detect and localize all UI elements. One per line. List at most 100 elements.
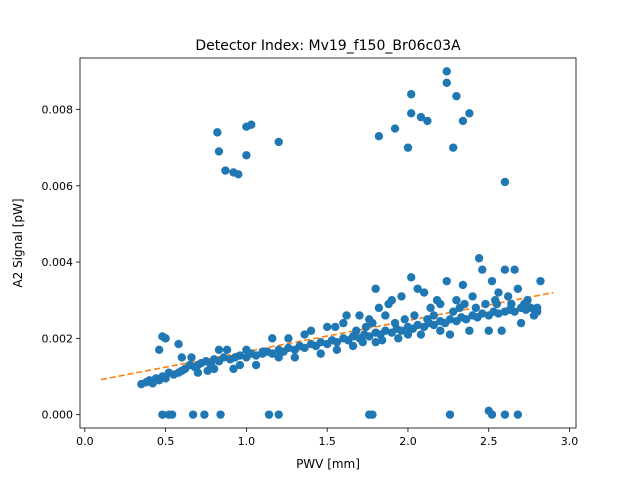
data-point <box>306 326 316 335</box>
data-point <box>449 143 458 152</box>
data-point <box>416 330 426 339</box>
data-point <box>461 315 471 324</box>
data-point <box>500 177 510 187</box>
data-point <box>491 296 500 305</box>
data-point <box>516 318 526 328</box>
data-point <box>423 116 432 126</box>
data-point <box>400 315 409 324</box>
data-point <box>468 292 477 301</box>
data-point <box>503 292 513 301</box>
data-point <box>471 303 481 313</box>
data-point <box>242 345 251 354</box>
data-point <box>390 124 400 133</box>
data-point <box>442 276 451 286</box>
data-point <box>213 128 222 137</box>
data-point <box>423 315 432 324</box>
data-point <box>268 334 277 343</box>
data-point <box>167 410 177 419</box>
data-point <box>436 299 445 309</box>
data-point <box>316 349 325 358</box>
data-point <box>397 292 406 301</box>
data-point <box>203 366 212 375</box>
data-point <box>229 364 238 374</box>
data-point <box>426 303 435 313</box>
data-point <box>377 336 387 345</box>
data-point <box>494 309 503 318</box>
data-point <box>339 318 348 328</box>
data-point <box>332 345 342 354</box>
data-point <box>497 326 506 335</box>
data-point <box>500 265 510 274</box>
data-point <box>214 147 224 156</box>
y-tick-label: 0.000 <box>42 409 74 422</box>
data-point <box>436 326 445 335</box>
data-point <box>413 320 422 330</box>
data-point <box>481 299 490 309</box>
data-point <box>332 337 342 347</box>
axes-frame <box>79 57 577 429</box>
data-point <box>331 322 340 332</box>
data-point <box>397 326 406 335</box>
x-tick-label: 0.0 <box>76 435 94 448</box>
data-points-layer <box>137 67 545 419</box>
data-point <box>284 334 293 343</box>
data-point <box>533 303 542 313</box>
data-point <box>520 299 529 309</box>
data-point <box>188 410 198 419</box>
data-point <box>316 337 325 347</box>
data-point <box>174 339 183 349</box>
data-point <box>529 311 539 320</box>
data-point <box>474 254 484 263</box>
plot-area <box>100 67 554 419</box>
data-point <box>413 284 422 293</box>
data-point <box>300 330 309 339</box>
data-point <box>487 276 497 286</box>
data-point <box>487 410 497 419</box>
data-point <box>429 320 439 330</box>
data-point <box>193 368 203 377</box>
data-point <box>242 151 251 160</box>
data-point <box>458 280 468 290</box>
data-point <box>445 410 455 419</box>
data-point <box>445 330 455 339</box>
data-point <box>361 322 371 332</box>
data-point <box>513 410 523 419</box>
data-point <box>214 345 224 354</box>
x-tick-label: 1.5 <box>318 435 336 448</box>
data-point <box>510 307 519 316</box>
data-point <box>465 326 474 335</box>
x-tick-label: 0.5 <box>157 435 175 448</box>
data-point <box>371 284 380 293</box>
data-point <box>494 288 503 297</box>
data-point <box>216 410 225 419</box>
data-point <box>500 410 510 419</box>
data-point <box>394 334 403 343</box>
data-point <box>187 353 196 362</box>
data-point <box>407 273 416 282</box>
data-point <box>478 309 487 318</box>
data-point <box>419 288 429 297</box>
data-point <box>264 410 274 419</box>
data-point <box>452 91 461 101</box>
data-point <box>449 307 458 316</box>
data-point <box>258 347 267 356</box>
data-point <box>274 353 283 362</box>
x-axis-ticks: 0.0 0.5 1.0 1.5 2.0 2.5 3.0 <box>76 428 578 448</box>
data-point <box>442 67 451 76</box>
data-point <box>365 332 374 341</box>
data-point <box>290 353 300 362</box>
y-axis-label: A2 Signal [pW] <box>11 198 25 287</box>
data-point <box>384 299 393 309</box>
data-point <box>452 296 461 305</box>
x-tick-label: 2.5 <box>480 435 498 448</box>
data-point <box>219 353 228 362</box>
data-point <box>455 303 464 313</box>
y-tick-label: 0.004 <box>42 256 74 269</box>
data-point <box>352 326 361 335</box>
data-point <box>200 410 209 419</box>
data-point <box>209 364 219 374</box>
data-point <box>235 351 245 360</box>
data-point <box>158 410 167 419</box>
